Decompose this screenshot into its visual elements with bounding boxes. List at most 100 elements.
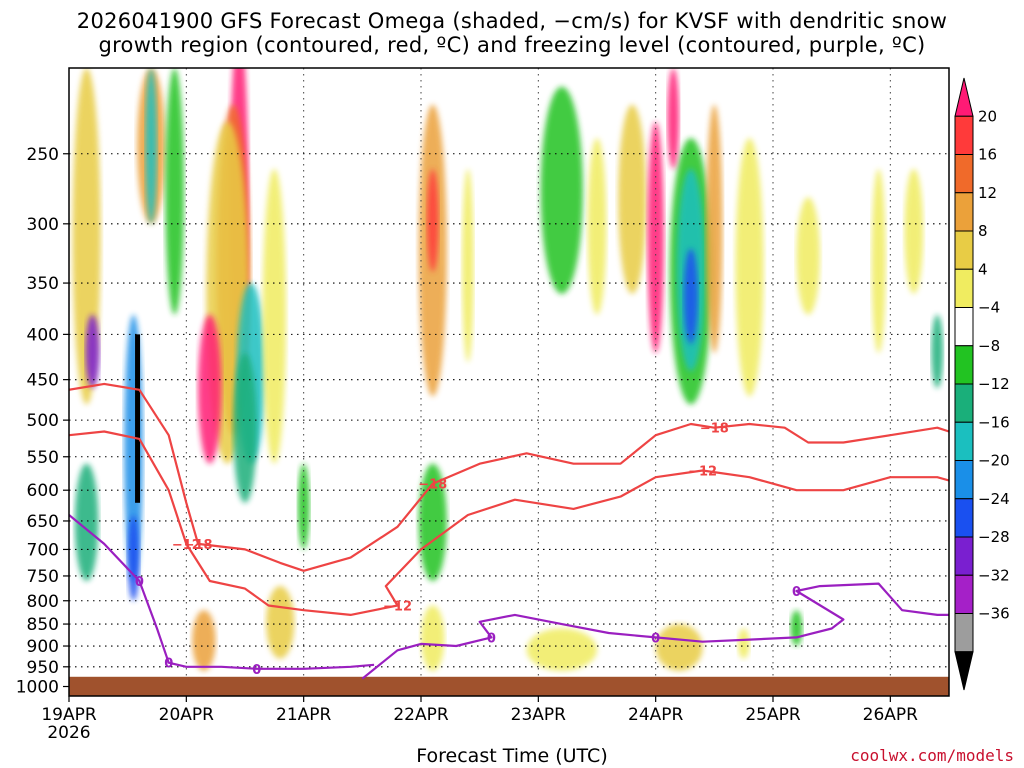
omega-blob bbox=[706, 104, 723, 354]
y-tick-label: 1000 bbox=[16, 678, 59, 698]
omega-blob bbox=[233, 353, 257, 503]
dgz-contour-label: −12 bbox=[172, 538, 201, 553]
omega-blob bbox=[526, 628, 597, 671]
omega-blob bbox=[735, 138, 764, 397]
dgz-contour bbox=[69, 430, 949, 617]
y-tick-label: 900 bbox=[27, 637, 59, 657]
omega-blob bbox=[145, 68, 157, 224]
omega-blob bbox=[192, 610, 216, 671]
colorbar-swatch bbox=[954, 613, 974, 653]
credit-text: coolwx.com/models bbox=[850, 746, 1014, 765]
colorbar-label: −32 bbox=[978, 566, 1010, 584]
colorbar-label: −4 bbox=[978, 299, 1000, 317]
y-tick-label: 650 bbox=[27, 512, 59, 532]
colorbar-label: −24 bbox=[978, 490, 1010, 508]
terrain-fill bbox=[69, 676, 949, 696]
omega-blob bbox=[85, 314, 100, 389]
y-tick-label: 850 bbox=[27, 615, 59, 635]
y-axis: 2503003504004505005506006507007508008509… bbox=[16, 145, 69, 698]
colorbar-swatch bbox=[954, 345, 974, 385]
colorbar: 20 16 12 8 4 −4 −8 −12 −16 −20 −24 −28 −32 −36 bbox=[954, 77, 1010, 691]
omega-blob bbox=[426, 168, 439, 272]
omega-blob bbox=[796, 197, 820, 315]
omega-blob bbox=[587, 138, 607, 315]
omega-blob bbox=[871, 168, 886, 354]
freezing-level-contour-label: 0 bbox=[252, 663, 261, 678]
colorbar-label: 16 bbox=[978, 146, 997, 164]
x-tick-label: 20APR bbox=[159, 705, 215, 725]
colorbar-label: −12 bbox=[978, 375, 1010, 393]
colorbar-swatch bbox=[954, 651, 974, 691]
y-tick-label: 800 bbox=[27, 592, 59, 612]
colorbar-label: −8 bbox=[978, 337, 1000, 355]
dgz-contour bbox=[69, 382, 949, 572]
omega-blob bbox=[74, 463, 99, 582]
dgz-contour-label: −18 bbox=[700, 422, 729, 437]
dgz-contour-label: −18 bbox=[418, 478, 447, 493]
colorbar-swatch bbox=[954, 536, 974, 576]
y-tick-label: 600 bbox=[27, 481, 59, 501]
colorbar-swatch bbox=[954, 383, 974, 423]
omega-blob bbox=[262, 168, 287, 464]
omega-blob bbox=[540, 86, 583, 294]
freezing-level-contour bbox=[69, 514, 375, 670]
omega-blob bbox=[655, 624, 703, 671]
x-tick-label: 23APR bbox=[511, 705, 567, 725]
freezing-level-contour-label: 0 bbox=[651, 631, 660, 646]
omega-blob bbox=[737, 628, 750, 659]
colorbar-swatch bbox=[954, 268, 974, 308]
omega-blob bbox=[266, 586, 295, 659]
chart-subtitle: growth region (contoured, red, ºC) and f… bbox=[98, 33, 926, 57]
plot-frame bbox=[68, 67, 950, 697]
colorbar-label: −20 bbox=[978, 452, 1010, 470]
freezing-level-contour bbox=[361, 582, 949, 680]
x-axis-title: Forecast Time (UTC) bbox=[416, 745, 608, 767]
omega-blob bbox=[462, 168, 474, 363]
colorbar-label: −28 bbox=[978, 528, 1010, 546]
x-tick-label: 22APR bbox=[393, 705, 449, 725]
y-tick-label: 400 bbox=[27, 325, 59, 345]
colorbar-swatch bbox=[954, 230, 974, 270]
colorbar-swatch bbox=[954, 307, 974, 347]
colorbar-swatch bbox=[954, 421, 974, 461]
y-tick-label: 450 bbox=[27, 371, 59, 391]
omega-blob bbox=[904, 168, 924, 294]
colorbar-swatch bbox=[954, 192, 974, 232]
colorbar-swatch bbox=[954, 154, 974, 194]
x-tick-label: 21APR bbox=[276, 705, 332, 725]
omega-blob bbox=[198, 314, 222, 464]
chart-title: 2026041900 GFS Forecast Omega (shaded, −… bbox=[76, 9, 948, 33]
dgz-contour-label: −12 bbox=[383, 600, 412, 615]
colorbar-label: −16 bbox=[978, 413, 1010, 431]
y-tick-label: 750 bbox=[27, 567, 59, 587]
omega-blob bbox=[165, 68, 184, 315]
dgz-contour-label: −12 bbox=[688, 464, 717, 479]
omega-blob bbox=[618, 104, 647, 294]
x-tick-label: 24APR bbox=[628, 705, 684, 725]
colorbar-swatch bbox=[954, 77, 974, 117]
omega-blob bbox=[931, 314, 944, 389]
y-tick-label: 500 bbox=[27, 411, 59, 431]
omega-blob bbox=[135, 334, 141, 503]
y-tick-label: 550 bbox=[27, 448, 59, 468]
omega-blob bbox=[667, 68, 680, 169]
y-tick-label: 950 bbox=[27, 658, 59, 678]
colorbar-swatch bbox=[954, 460, 974, 500]
omega-shading bbox=[72, 68, 944, 671]
x-tick-label: 26APR bbox=[863, 705, 919, 725]
colorbar-label: 4 bbox=[978, 260, 988, 278]
colorbar-label: 8 bbox=[978, 222, 988, 240]
freezing-level-contour-label: 0 bbox=[164, 657, 173, 672]
colorbar-label: 20 bbox=[978, 107, 997, 125]
freezing-level-contour-label: 0 bbox=[135, 575, 144, 590]
x-tick-label: 19APR bbox=[41, 705, 97, 725]
x-axis: 19APR 20APR 21APR 22APR 23APR 24APR 25APR 26APR… bbox=[41, 696, 918, 743]
colorbar-swatch bbox=[954, 574, 974, 614]
freezing-level-contour-label: 0 bbox=[487, 631, 496, 646]
y-tick-label: 700 bbox=[27, 540, 59, 560]
omega-blob bbox=[421, 605, 445, 671]
terrain bbox=[69, 676, 949, 696]
x-tick-year-label: 2026 bbox=[47, 723, 90, 743]
